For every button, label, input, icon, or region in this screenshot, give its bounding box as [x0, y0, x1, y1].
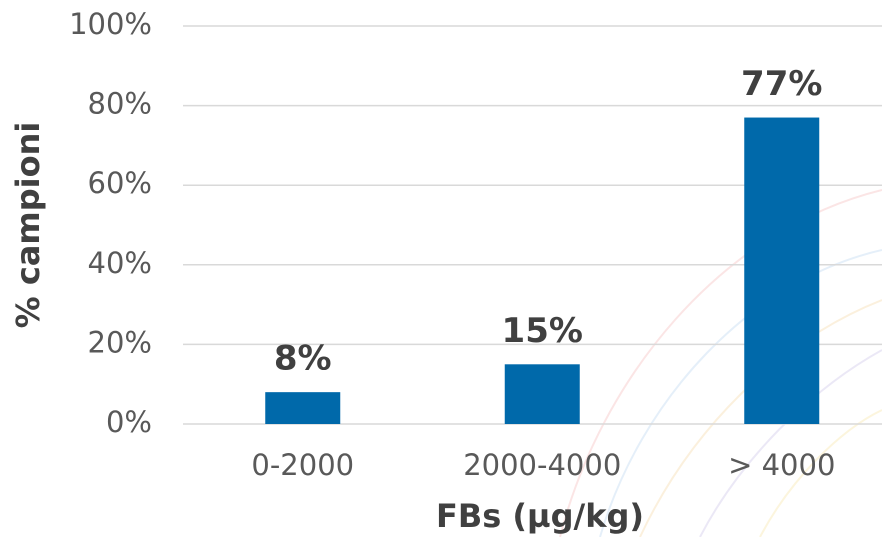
y-tick-label: 80% [88, 87, 152, 121]
x-tick-label: 0-2000 [251, 448, 354, 482]
y-tick-label: 20% [88, 325, 152, 359]
background-decoration [559, 189, 882, 537]
bar [504, 364, 580, 424]
y-tick-label: 0% [106, 405, 152, 439]
data-label: 77% [741, 64, 822, 104]
x-axis-label: FBs (µg/kg) [436, 497, 644, 535]
x-tick-label: 2000-4000 [463, 448, 621, 482]
bar [744, 117, 820, 424]
y-axis-label: % campioni [9, 122, 47, 329]
data-label: 8% [274, 339, 332, 379]
data-label: 15% [502, 311, 583, 351]
y-tick-label: 40% [88, 246, 152, 280]
x-tick-label: > 4000 [728, 448, 835, 482]
y-tick-label: 100% [69, 7, 152, 41]
y-tick-label: 60% [88, 166, 152, 200]
bar [265, 392, 341, 424]
